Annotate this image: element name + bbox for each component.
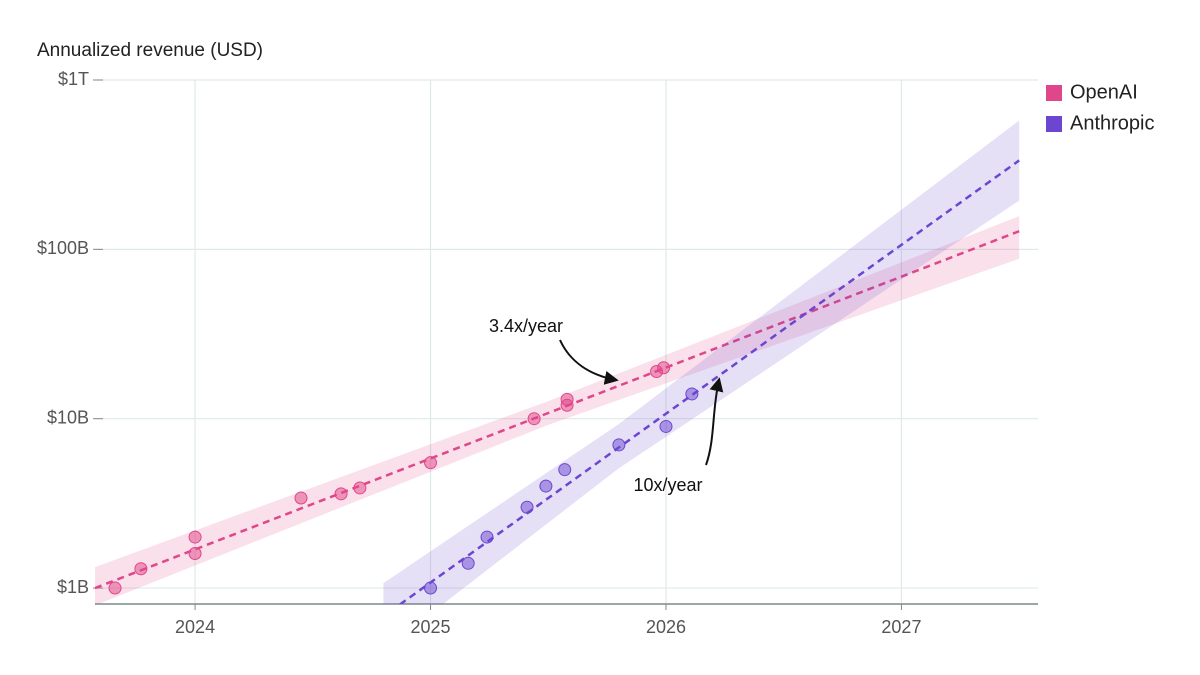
data-point [657,361,671,375]
data-point [685,387,699,401]
legend-label: Anthropic [1070,112,1155,134]
data-point [659,419,673,433]
grid: $1B $10B $100B $1T 2024 2025 2026 2027 [37,69,1038,637]
annotation-arrow [705,377,724,466]
annotation: 3.4x/year [489,316,563,336]
data-point [134,562,148,576]
legend-label: OpenAI [1070,81,1138,103]
data-point [527,412,541,426]
annotation: 10x/year [633,475,702,495]
x-tick-label: 2027 [881,617,921,637]
data-point [334,487,348,501]
plot-area [95,120,1020,604]
data-point [560,392,574,406]
legend-swatch [1046,85,1062,101]
y-tick-label: $1T [58,69,89,89]
confidence-band [383,120,1020,604]
data-point [461,556,475,570]
overlay: OpenAI Anthropic 3.4x/year 10x/year [489,81,1155,494]
x-tick-label: 2026 [646,617,686,637]
x-tick-label: 2024 [175,617,215,637]
x-tick-label: 2025 [411,617,451,637]
annotation-arrow [559,339,619,385]
y-axis-title: Annualized revenue (USD) [37,40,263,61]
y-tick-label: $1B [57,577,89,597]
data-point [612,438,626,452]
data-point [188,546,202,560]
y-tick-label: $100B [37,238,89,258]
trend-line [95,230,1020,590]
legend-swatch [1046,116,1062,132]
data-point [188,530,202,544]
data-point [424,456,438,470]
data-point [520,500,534,514]
data-point [294,491,308,505]
y-tick-label: $10B [47,407,89,427]
data-point [539,479,553,493]
data-point [480,530,494,544]
data-point [424,581,438,595]
data-point [108,581,122,595]
trend-line [399,159,1020,604]
data-point [558,463,572,477]
data-point [353,481,367,495]
